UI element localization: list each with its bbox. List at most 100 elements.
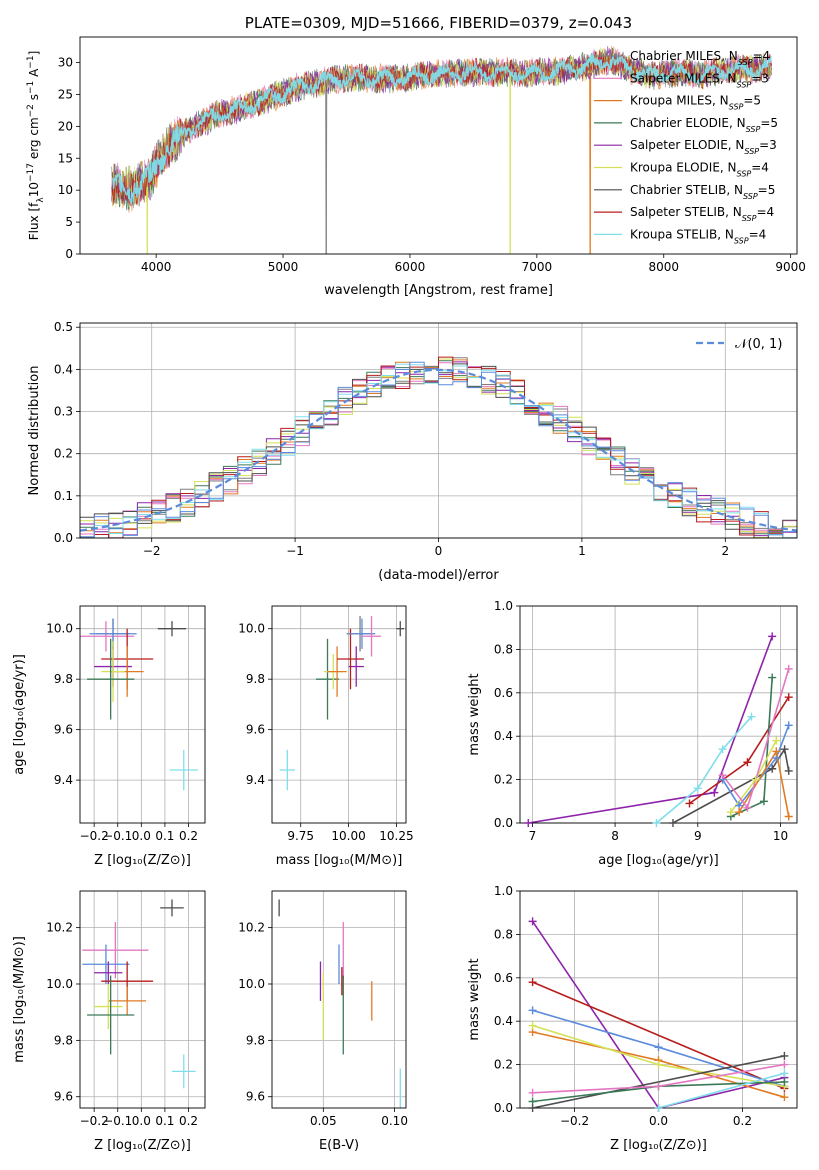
x-tick-label: 6000	[395, 260, 426, 274]
weight-marker-kroupa_miles	[780, 1093, 789, 1102]
spectrum-line-kroupa_stelib	[112, 52, 772, 204]
x-axis-label: E(B-V)	[319, 1138, 359, 1153]
x-axis-label: Z [log₁₀(Z/Z⊙)]	[94, 853, 191, 868]
weight-marker-salpeter_stelib	[528, 978, 537, 987]
x-tick-label: 0.05	[310, 1114, 337, 1128]
y-tick-label: 10	[58, 183, 73, 197]
x-axis-label: mass [log₁₀(M/M⊙)]	[276, 853, 403, 868]
y-tick-label: 9.6	[246, 1090, 265, 1104]
legend-label: Chabrier MILES, NSSP=4	[630, 49, 770, 67]
y-tick-label: 0.2	[494, 1058, 513, 1072]
y-tick-label: 0.0	[494, 816, 513, 830]
x-tick-label: −1	[286, 544, 304, 558]
weight-marker-chabrier_elodie	[780, 1077, 789, 1086]
chart-title: PLATE=0309, MJD=51666, FIBERID=0379, z=0…	[245, 14, 632, 32]
weight-marker-kroupa_elodie	[654, 1060, 663, 1069]
x-tick-label: 10	[773, 829, 788, 843]
residuals-plot-area	[80, 356, 797, 538]
spectrum-plot-area	[111, 45, 772, 254]
x-tick-label: −2	[143, 544, 161, 558]
weight-marker-kroupa_stelib	[718, 745, 727, 754]
age_vs_mass-frame	[271, 605, 407, 824]
weight-marker-kroupa_stelib	[652, 819, 661, 827]
weight-marker-salpeter_stelib	[743, 758, 752, 767]
histogram-blue	[80, 361, 797, 538]
weight-marker-kroupa_miles	[772, 747, 781, 756]
histogram-salpeter_stelib	[80, 356, 797, 538]
weight-marker-salpeter_elodie	[768, 632, 777, 641]
y-tick-label: 10.0	[238, 977, 265, 991]
spectrum-legend: Chabrier MILES, NSSP=4 Salpeter MILES, NS…	[594, 49, 778, 245]
x-tick-label: 0.0	[649, 1114, 668, 1128]
weight-line-chabrier_stelib	[532, 1055, 785, 1108]
weight-line-kroupa_stelib	[655, 716, 753, 823]
y-tick-label: 10.2	[238, 921, 265, 935]
y-tick-label: 9.4	[246, 773, 265, 787]
y-tick-label: 0.8	[494, 927, 513, 941]
weight-marker-blue	[784, 721, 793, 730]
weight_vs_age-panel: 7 8 9 10 0.0 0.2 0.4 0.6 0.8 1.0 age [log₁₀(age/yr…	[467, 599, 798, 868]
weight-marker-chabrier_stelib	[780, 745, 789, 754]
weight-marker-kroupa_stelib	[654, 1104, 663, 1112]
y-tick-label: 0.3	[54, 405, 73, 419]
weight-marker-chabrier_elodie	[768, 673, 777, 682]
y-tick-label: 0.0	[54, 531, 73, 545]
weight_vs_age-frame	[519, 605, 798, 824]
y-tick-label: 20	[58, 119, 73, 133]
y-axis-label: mass [log₁₀(M/M⊙)]	[12, 936, 27, 1063]
weight-marker-salpeter_miles	[780, 1060, 789, 1069]
weight-marker-kroupa_stelib	[780, 1069, 789, 1078]
legend-label: Kroupa STELIB, NSSP=4	[630, 227, 766, 245]
weight-marker-salpeter_miles	[743, 803, 752, 812]
x-tick-label: 7000	[522, 260, 553, 274]
y-tick-label: 10.0	[238, 622, 265, 636]
y-tick-label: 1.0	[494, 599, 513, 613]
x-tick-label: 9000	[775, 260, 806, 274]
weight-marker-kroupa_elodie	[726, 808, 735, 817]
y-tick-label: 0.6	[494, 686, 513, 700]
mass_vs_Z-plot-area	[82, 899, 196, 1089]
x-tick-label: 8	[611, 829, 619, 843]
y-tick-label: 9.8	[246, 672, 265, 686]
y-tick-label: 0	[65, 247, 73, 261]
mass_vs_ebv-plot-area	[278, 899, 401, 1108]
y-tick-label: 0.5	[54, 320, 73, 334]
normal-curve	[80, 368, 797, 532]
y-tick-label: 10.0	[46, 622, 73, 636]
residuals-panel: −2 −1 0 1 2 0.0 0.1 0.2 0.3 0.4 0.5 (data-model)/er…	[27, 320, 798, 583]
x-tick-label: −0.1	[103, 829, 132, 843]
legend-label: Kroupa ELODIE, NSSP=4	[630, 161, 769, 179]
x-tick-label: 0	[435, 544, 443, 558]
y-axis-label: age [log₁₀(age/yr)]	[12, 654, 27, 775]
y-tick-label: 0.2	[494, 773, 513, 787]
x-tick-label: 0.0	[132, 1114, 151, 1128]
weight-marker-chabrier_stelib	[780, 1051, 789, 1060]
weight-marker-salpeter_miles	[784, 664, 793, 673]
y-tick-label: 25	[58, 87, 73, 101]
weight_vs_Z-panel: −0.2 0.0 0.2 0.0 0.2 0.4 0.6 0.8 1.0 Z [log₁₀(Z/Z…	[467, 884, 798, 1153]
y-tick-label: 9.6	[54, 1090, 73, 1104]
weight-marker-kroupa_stelib	[747, 712, 756, 721]
spectrum-panel: 4000 5000 6000 7000 8000 9000 0 5 10 15 20 25 30 PLAT…	[26, 14, 806, 298]
mass_vs_ebv-panel: 0.05 0.10 9.6 9.8 10.0 10.2 E(B-V)	[238, 890, 408, 1153]
legend-label: Salpeter STELIB, NSSP=4	[630, 205, 774, 223]
x-tick-label: −0.2	[560, 1114, 589, 1128]
weight-line-salpeter_elodie	[528, 636, 773, 823]
x-tick-label: 0.2	[179, 829, 198, 843]
age_vs_Z-frame	[79, 605, 206, 824]
y-tick-label: 0.6	[494, 971, 513, 985]
x-tick-label: 10.25	[379, 829, 413, 843]
y-tick-label: 0.0	[494, 1101, 513, 1115]
y-tick-label: 9.6	[246, 723, 265, 737]
weight_vs_age-plot-area	[528, 636, 790, 823]
x-tick-label: 0.2	[179, 1114, 198, 1128]
x-axis-label: (data-model)/error	[378, 568, 499, 583]
x-tick-label: 8000	[648, 260, 679, 274]
x-tick-label: 4000	[141, 260, 172, 274]
y-tick-label: 9.6	[54, 723, 73, 737]
x-tick-label: 0.2	[733, 1114, 752, 1128]
legend-label: Chabrier STELIB, NSSP=5	[630, 183, 775, 201]
weight-marker-kroupa_elodie	[751, 775, 760, 784]
x-axis-label: Z [log₁₀(Z/Z⊙)]	[94, 1138, 191, 1153]
